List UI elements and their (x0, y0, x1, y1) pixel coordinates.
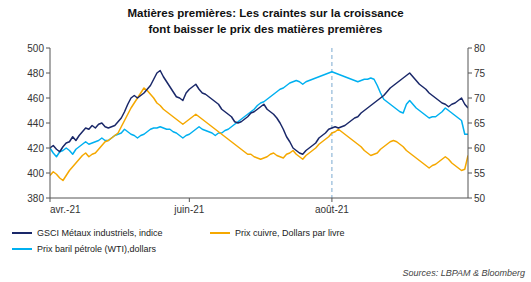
y2-tick (468, 123, 472, 124)
y2-tick-label: 80 (474, 43, 486, 54)
y-tick-label: 400 (27, 168, 44, 179)
y-tick-label: 420 (27, 143, 44, 154)
y-tick (46, 48, 50, 49)
subtitle: font baisser le prix des matières premiè… (149, 23, 383, 35)
background (0, 0, 531, 282)
y2-tick-label: 65 (474, 118, 486, 129)
legend-swatch (12, 248, 32, 250)
plot-area (50, 48, 468, 198)
y2-tick (468, 98, 472, 99)
y2-tick (468, 73, 472, 74)
y2-tick (468, 173, 472, 174)
y2-tick-label: 70 (474, 93, 486, 104)
x-axis-line (50, 198, 468, 199)
x-tick (331, 198, 332, 202)
y2-tick-label: 50 (474, 193, 486, 204)
y-tick (46, 173, 50, 174)
y2-tick (468, 198, 472, 199)
title: Matières premières: Les craintes sur la … (127, 7, 403, 19)
reference-line (331, 48, 332, 198)
y-tick (46, 73, 50, 74)
y-tick-label: 500 (27, 43, 44, 54)
y2-tick-label: 75 (474, 68, 486, 79)
y2-tick (468, 148, 472, 149)
legend-label: Prix baril pétrole (WTI),dollars (37, 244, 157, 254)
series-line (50, 72, 468, 157)
x-tick-label: juin-21 (173, 204, 204, 215)
y-tick (46, 148, 50, 149)
y-tick-label: 460 (27, 93, 44, 104)
y2-tick (468, 48, 472, 49)
legend: GSCI Métaux industriels, indice Prix cuiv… (12, 228, 345, 254)
x-tick-label: avr.-21 (50, 204, 81, 215)
y-tick-label: 440 (27, 118, 44, 129)
y2-tick-label: 55 (474, 168, 486, 179)
y-tick-label: 380 (27, 193, 44, 204)
x-tick-label: août-21 (315, 204, 349, 215)
chart: Matières premières: Les craintes sur la … (0, 0, 531, 282)
x-tick (189, 198, 190, 202)
legend-label: GSCI Métaux industriels, indice (37, 228, 163, 238)
axes: 380 400 420 440 460 480 500 50 55 60 65 70 75 80 avr.-… (27, 43, 485, 216)
legend-item: GSCI Métaux industriels, indice (12, 228, 163, 238)
source: Sources: LBPAM & Bloomberg (403, 268, 525, 278)
x-tick (50, 198, 51, 202)
series-line (50, 71, 468, 155)
y-tick (46, 98, 50, 99)
y-tick (46, 123, 50, 124)
legend-label: Prix cuivre, Dollars par livre (235, 228, 345, 238)
legend-swatch (12, 232, 32, 234)
legend-item: Prix cuivre, Dollars par livre (210, 228, 345, 238)
legend-item: Prix baril pétrole (WTI),dollars (12, 244, 157, 254)
y-tick-label: 480 (27, 68, 44, 79)
y-tick (46, 198, 50, 199)
y2-tick-label: 60 (474, 143, 486, 154)
legend-swatch (210, 232, 230, 234)
series-line (50, 88, 468, 181)
